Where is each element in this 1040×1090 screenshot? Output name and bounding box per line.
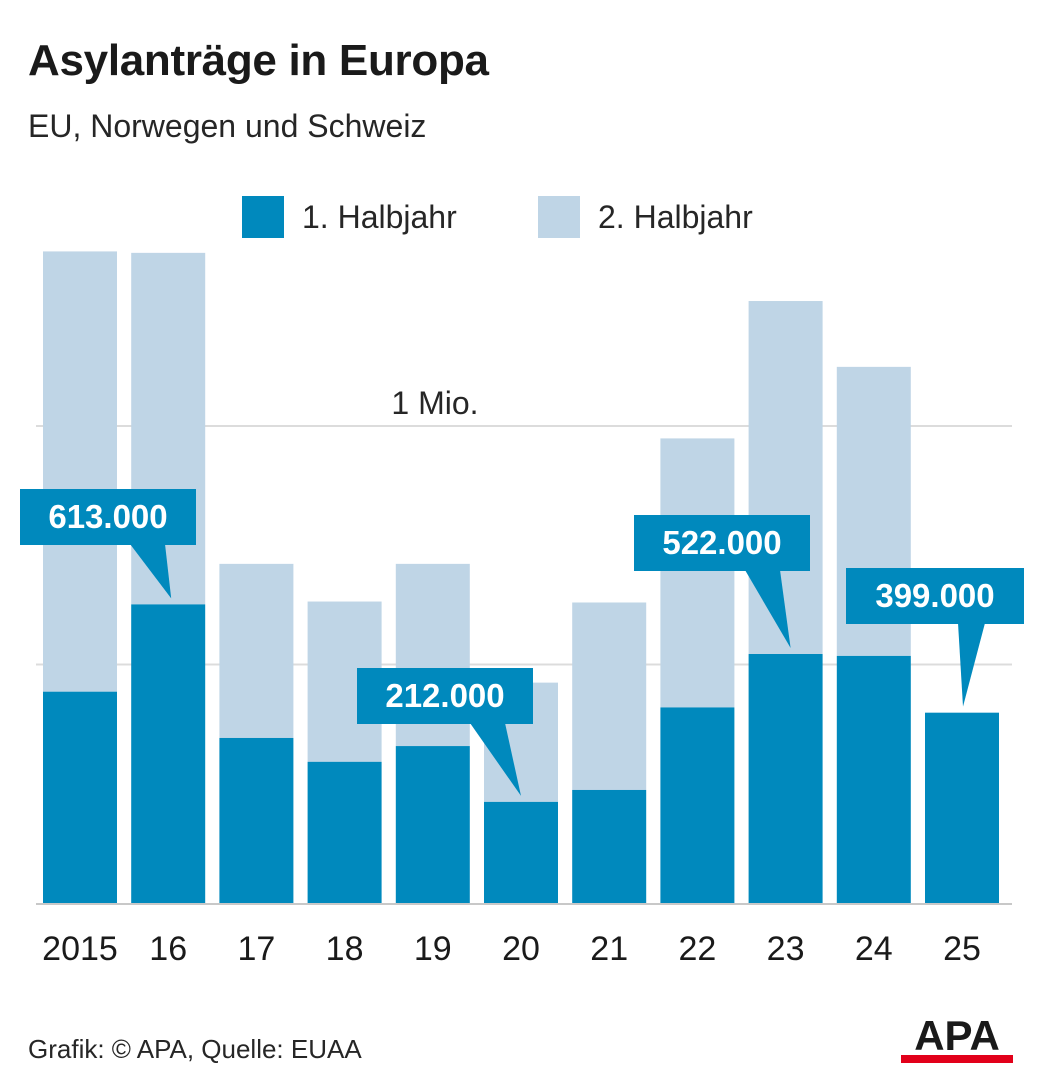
x-tick-label: 23 bbox=[767, 930, 805, 968]
stacked-bar-chart: 1 Mio. 2015 16 17 18 19 20 21 22 23 24 25 613.000 212… bbox=[20, 251, 1024, 968]
bar-second-half bbox=[43, 251, 117, 692]
bar-second-half bbox=[572, 602, 647, 790]
x-tick-label: 24 bbox=[855, 930, 893, 968]
callout-box bbox=[846, 568, 1024, 624]
bar-first-half bbox=[395, 746, 470, 903]
x-tick-label: 25 bbox=[943, 930, 981, 968]
bar-second-half bbox=[748, 301, 823, 655]
callout: 399.000 bbox=[846, 568, 1024, 707]
apa-logo: APA bbox=[901, 1014, 1013, 1063]
callout-label: 212.000 bbox=[385, 677, 504, 714]
x-tick-label: 19 bbox=[414, 930, 452, 968]
legend-item-second-half: 2. Halbjahr bbox=[538, 196, 753, 238]
bar-first-half bbox=[219, 737, 294, 903]
callout-box bbox=[357, 668, 533, 724]
legend-label-second-half: 2. Halbjahr bbox=[598, 198, 753, 235]
callout-pointer bbox=[470, 723, 521, 796]
callout: 522.000 bbox=[634, 515, 810, 649]
callout-box bbox=[20, 489, 196, 545]
legend-item-first-half: 1. Halbjahr bbox=[242, 196, 457, 238]
x-tick-label: 17 bbox=[237, 930, 275, 968]
legend-label-first-half: 1. Halbjahr bbox=[302, 198, 457, 235]
x-tick-label: 20 bbox=[502, 930, 540, 968]
source-credit: Grafik: © APA, Quelle: EUAA bbox=[28, 1034, 362, 1064]
bar-first-half bbox=[660, 707, 735, 903]
chart-title: Asylanträge in Europa bbox=[28, 36, 489, 85]
bar-first-half bbox=[748, 654, 823, 903]
callout-label: 522.000 bbox=[662, 524, 781, 561]
callout-pointer bbox=[130, 544, 172, 599]
callout: 613.000 bbox=[20, 489, 196, 599]
x-tick-label: 16 bbox=[149, 930, 187, 968]
callout-box bbox=[634, 515, 810, 571]
bar-second-half bbox=[219, 563, 294, 738]
bar-first-half bbox=[307, 761, 382, 903]
bar-first-half bbox=[484, 801, 558, 903]
x-tick-label: 22 bbox=[678, 930, 716, 968]
apa-logo-bar bbox=[901, 1055, 1013, 1063]
bar-first-half bbox=[925, 712, 999, 903]
x-tick-label: 18 bbox=[326, 930, 364, 968]
callout: 212.000 bbox=[357, 668, 533, 796]
gridline-label: 1 Mio. bbox=[391, 385, 478, 421]
callout-label: 613.000 bbox=[48, 498, 167, 535]
legend-swatch-first-half bbox=[242, 196, 284, 238]
callout-pointer bbox=[958, 623, 985, 707]
bar-second-half bbox=[660, 438, 735, 708]
bar-first-half bbox=[572, 789, 647, 903]
bar-first-half bbox=[836, 655, 911, 903]
callout-label: 399.000 bbox=[875, 577, 994, 614]
chart-subtitle: EU, Norwegen und Schweiz bbox=[28, 108, 427, 144]
callout-pointer bbox=[745, 570, 791, 649]
bar-first-half bbox=[131, 604, 206, 903]
apa-logo-text: APA bbox=[914, 1014, 1000, 1059]
x-tick-label: 2015 bbox=[42, 930, 118, 968]
bar-first-half bbox=[43, 691, 117, 903]
x-tick-label: 21 bbox=[590, 930, 628, 968]
legend-swatch-second-half bbox=[538, 196, 580, 238]
